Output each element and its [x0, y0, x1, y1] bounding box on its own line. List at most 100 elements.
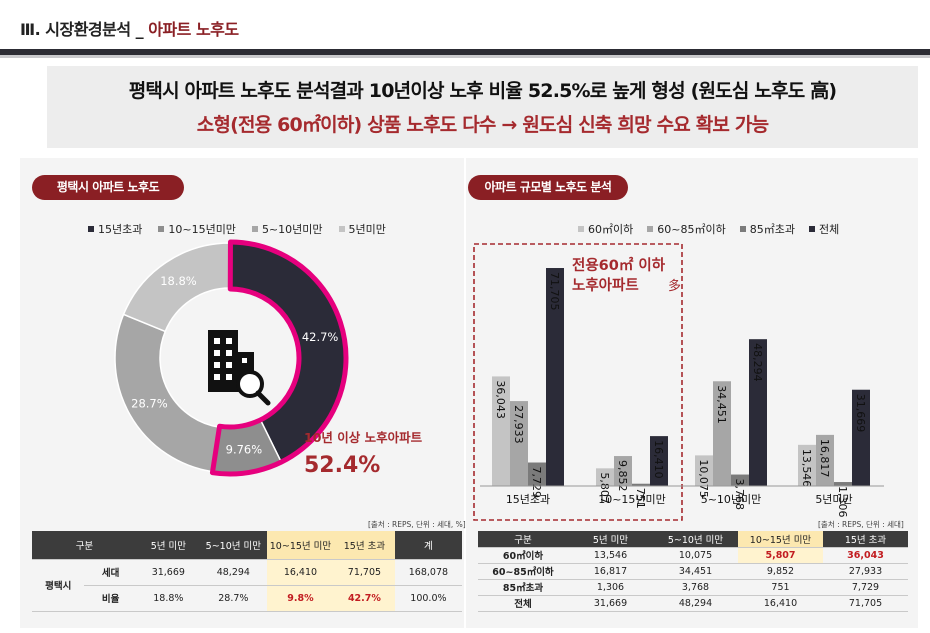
bar	[695, 455, 713, 486]
donut-chart: 42.7% 9.76% 28.7% 18.8% 10년 이상 노후아파트 52.4%	[114, 239, 423, 478]
old-apartment-annotation: 10년 이상 노후아파트	[304, 430, 423, 445]
bar	[614, 456, 632, 486]
old-apartment-highlight	[209, 239, 349, 477]
right-data-table: 구분 5년 미만 5~10년 미만 10~15년 미만 15년 초과 60㎡이하…	[478, 531, 908, 612]
section-subtitle: 아파트 노후도	[148, 20, 239, 39]
legend-swatch	[338, 226, 345, 232]
donut-legend: 15년초과 10~15년미만 5~10년미만 5년미만	[88, 221, 386, 237]
bar	[713, 381, 731, 486]
table-row: 60~85㎡이하 16,817 34,451 9,852 27,933	[478, 563, 908, 580]
donut-slice-label: 42.7%	[302, 330, 339, 344]
table-cell: 48,294	[199, 559, 267, 586]
table-header-cell: 5~10년 미만	[653, 531, 738, 548]
bar-category-label: 15년초과	[506, 493, 550, 506]
table-cell: 42.7%	[334, 585, 395, 612]
bar-category-label: 5년미만	[815, 493, 852, 506]
left-table-note: [출처 : REPS, 단위 : 세대, %]	[368, 520, 466, 529]
legend-item: 15년초과	[88, 221, 142, 237]
bar-value-label: 34,451	[715, 385, 728, 424]
donut-slice-label: 18.8%	[160, 274, 197, 288]
table-cell: 100.0%	[394, 585, 462, 612]
table-cell: 60㎡이하	[478, 547, 568, 564]
legend-item: 전체	[808, 221, 840, 237]
table-cell: 85㎡초과	[478, 579, 568, 596]
table-cell: 1,306	[568, 579, 653, 596]
bar	[749, 339, 767, 486]
old-apartment-percent: 52.4%	[304, 453, 380, 478]
bar-value-label: 36,043	[494, 380, 507, 419]
bar-value-label: 1,306	[836, 486, 849, 518]
legend-swatch	[808, 226, 815, 232]
bar-value-label: 48,294	[751, 343, 764, 382]
bar-value-label: 71,705	[548, 272, 561, 311]
legend-item: 10~15년미만	[158, 221, 236, 237]
left-data-table: 구분 5년 미만 5~10년 미만 10~15년 미만 15년 초과 계 평택시…	[32, 531, 462, 612]
legend-item: 60~85㎡이하	[647, 221, 726, 237]
bar-annotation-mark: 多	[668, 278, 681, 294]
table-header-cell: 구분	[478, 531, 568, 548]
table-cell: 18.8%	[136, 585, 200, 612]
donut-slice-label: 28.7%	[131, 396, 168, 410]
table-row: 85㎡초과 1,306 3,768 751 7,729	[478, 579, 908, 596]
summary-banner: 평택시 아파트 노후도 분석결과 10년이상 노후 비율 52.5%로 높게 형…	[47, 66, 918, 148]
legend-swatch	[88, 226, 94, 232]
table-cell: 71,705	[823, 595, 908, 612]
bar	[546, 268, 564, 486]
bar-value-label: 10,075	[697, 459, 710, 498]
bar	[798, 444, 816, 486]
bar	[650, 436, 668, 486]
table-cell: 28.7%	[199, 585, 267, 612]
right-panel-title: 아파트 규모별 노후도 분석	[468, 175, 628, 200]
section-title: Ⅲ. 시장환경분석	[20, 20, 131, 39]
table-row: 전체 31,669 48,294 16,410 71,705	[478, 595, 908, 612]
table-header-cell: 5~10년 미만	[199, 531, 267, 560]
legend-swatch	[251, 226, 258, 232]
table-cell: 16,410	[738, 595, 823, 612]
table-header-cell: 5년 미만	[568, 531, 653, 548]
table-cell: 34,451	[653, 563, 738, 580]
bar	[816, 434, 834, 486]
table-cell: 31,669	[568, 595, 653, 612]
bar	[528, 462, 546, 486]
donut-slice	[114, 313, 220, 473]
legend-label: 전체	[818, 223, 840, 236]
legend-item: 5년미만	[338, 221, 386, 237]
bar-legend: 60㎡이하 60~85㎡이하 85㎡초과 전체	[578, 221, 839, 237]
right-table-note: [출처 : REPS, 단위 : 세대]	[818, 520, 904, 529]
bar-chart: 36,043 27,933 7,729 71,705 5,807 9,852 751 16,4…	[473, 243, 884, 521]
legend-label: 10~15년미만	[168, 223, 236, 236]
table-cell: 71,705	[334, 559, 395, 586]
table-row: 60㎡이하 13,546 10,075 5,807 36,043	[478, 547, 908, 564]
table-cell: 9,852	[738, 563, 823, 580]
table-header-cell: 15년 초과	[823, 531, 908, 548]
table-cell: 3,768	[653, 579, 738, 596]
table-cell: 48,294	[653, 595, 738, 612]
bar-value-label: 16,410	[652, 440, 665, 479]
table-cell: 9.8%	[266, 585, 335, 612]
table-cell: 세대	[84, 559, 137, 586]
bar-category-label: 5~10년미만	[701, 493, 762, 506]
highlight-box	[473, 243, 683, 521]
bar	[731, 474, 749, 486]
table-header-cell: 구분	[32, 531, 137, 560]
legend-label: 5~10년미만	[261, 223, 323, 236]
table-cell: 전체	[478, 595, 568, 612]
legend-swatch	[647, 226, 654, 232]
header-divider-light	[0, 55, 930, 58]
bar-value-label: 9,852	[616, 460, 629, 492]
legend-label: 85㎡초과	[749, 223, 795, 236]
table-header-row: 구분 5년 미만 5~10년 미만 10~15년 미만 15년 초과	[478, 531, 908, 548]
bar-value-label: 7,729	[530, 467, 543, 499]
header-divider	[0, 49, 930, 55]
legend-swatch	[739, 226, 746, 232]
table-cell: 16,410	[266, 559, 335, 586]
table-row: 비율 18.8% 28.7% 9.8% 42.7% 100.0%	[32, 585, 462, 612]
bar-value-label: 13,546	[800, 449, 813, 488]
bar	[510, 401, 528, 486]
legend-label: 15년초과	[98, 223, 143, 236]
bar-value-label: 5,807	[598, 472, 611, 504]
building-search-icon	[208, 330, 271, 406]
table-cell: 31,669	[136, 559, 200, 586]
table-row: 평택시 세대 31,669 48,294 16,410 71,705 168,0…	[32, 559, 462, 612]
table-header-cell: 15년 초과	[334, 531, 395, 560]
